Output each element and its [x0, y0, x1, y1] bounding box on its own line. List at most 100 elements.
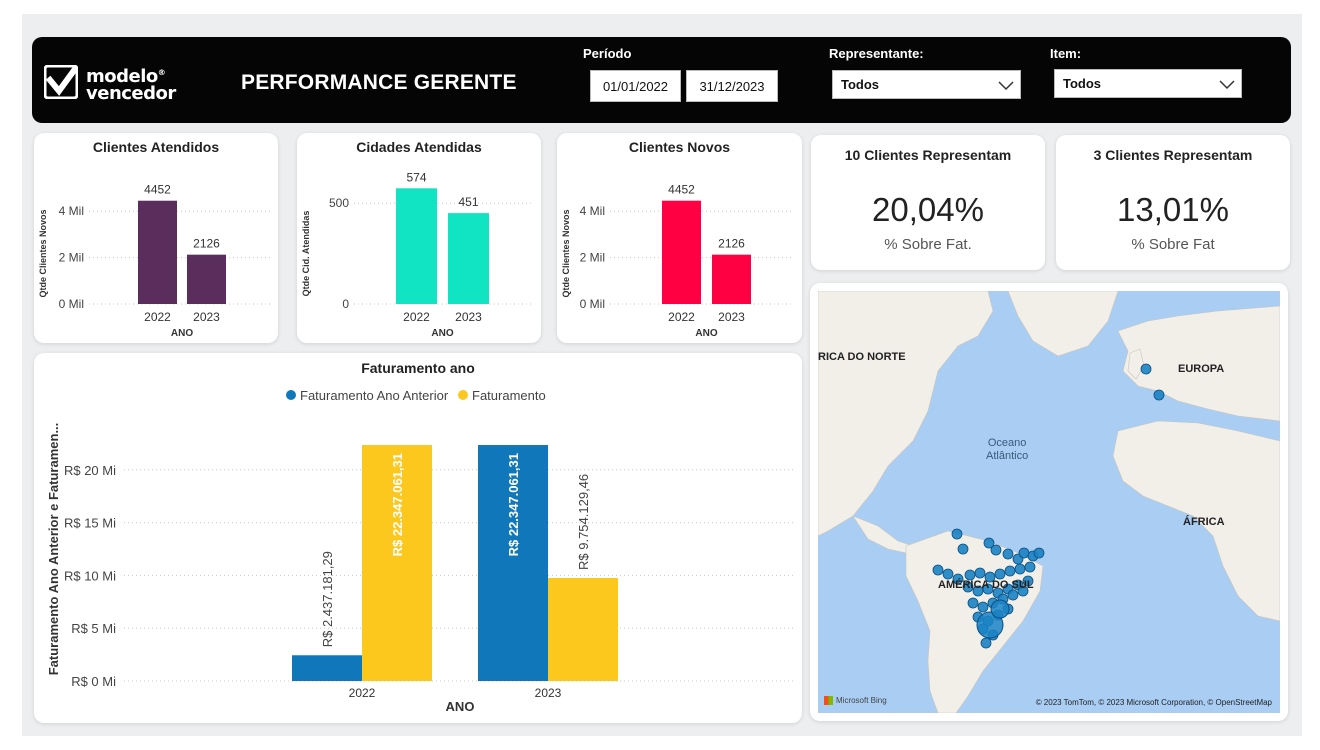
y-axis-label: Qtde Cid. Atendidas	[301, 211, 311, 297]
chart-title: Faturamento ano	[361, 360, 475, 376]
map-bubble	[932, 564, 944, 576]
card-cidades-atendidas: Cidades Atendidas 0 500 574 2022 451 2023 ANO Q…	[297, 133, 541, 343]
y-tick-label: 0	[342, 297, 349, 311]
y-axis-label: Qtde Clientes Novos	[38, 209, 48, 297]
map-bubble	[977, 601, 989, 613]
logo-text: modelo® vencedor	[86, 64, 176, 103]
map-label-south-america: AMÉRICA DO SUL	[938, 579, 1034, 591]
map-bubble	[994, 568, 1006, 580]
map-attribution[interactable]: © 2023 TomTom, © 2023 Microsoft Corporat…	[1035, 698, 1272, 707]
kpi-title: 3 Clientes Representam	[1093, 147, 1253, 163]
date-end-input[interactable]: 31/12/2023	[686, 70, 778, 102]
card-clientes-novos: Clientes Novos 0 Mil 2 Mil 4 Mil 4452 2022 21…	[557, 133, 802, 343]
kpi-subtitle: % Sobre Fat	[1131, 236, 1215, 253]
x-axis-label: ANO	[431, 328, 453, 339]
map-view[interactable]: RICA DO NORTE EUROPA Oceano Atlântico ÁF…	[818, 291, 1280, 713]
map-bubble	[990, 599, 1010, 619]
map-label-ocean: Oceano Atlântico	[986, 437, 1028, 463]
representante-dropdown[interactable]: Todos	[832, 70, 1021, 99]
legend-marker	[458, 390, 468, 400]
chevron-down-icon	[1219, 80, 1235, 90]
ocean-line1: Oceano	[987, 437, 1027, 449]
x-axis-label: ANO	[446, 699, 475, 714]
chart-title: Clientes Novos	[628, 139, 731, 155]
x-tick-label: 2023	[718, 310, 745, 324]
logo: modelo® vencedor	[44, 63, 194, 103]
map-bubble	[980, 637, 992, 649]
logo-registered-mark: ®	[157, 68, 166, 77]
card-map: RICA DO NORTE EUROPA Oceano Atlântico ÁF…	[810, 283, 1288, 721]
legend-label: Faturamento	[472, 388, 546, 403]
y-tick-label: R$ 20 Mi	[64, 463, 116, 478]
x-tick-label: 2023	[535, 686, 562, 700]
y-axis-label: Faturamento Ano Anterior e Faturamen...	[46, 423, 61, 676]
kpi-card-3-clientes: 3 Clientes Representam 13,01% % Sobre Fa…	[1056, 135, 1290, 270]
kpi-value: 20,04%	[872, 191, 984, 228]
data-label: 2126	[718, 237, 745, 251]
microsoft-logo-icon	[824, 696, 833, 705]
map-bubble	[952, 573, 964, 585]
bar	[448, 213, 489, 304]
faturamento-chart: Faturamento Ano Anterior Faturamento R$ 0 …	[46, 388, 794, 714]
map-bubble	[990, 544, 1002, 556]
map-label-europe: EUROPA	[1178, 363, 1225, 375]
x-axis-label: ANO	[695, 328, 717, 339]
representante-label: Representante:	[829, 46, 924, 61]
x-tick-label: 2022	[403, 310, 430, 324]
kpi-title: 10 Clientes Representam	[844, 147, 1012, 163]
y-tick-label: 4 Mil	[59, 204, 84, 218]
y-tick-label: R$ 5 Mi	[71, 621, 116, 636]
page-title: PERFORMANCE GERENTE	[241, 71, 517, 94]
item-value: Todos	[1063, 76, 1102, 91]
map-bubble	[1017, 585, 1029, 597]
map-bubbles	[932, 363, 1165, 649]
y-tick-label: R$ 10 Mi	[64, 568, 116, 583]
card-clientes-atendidos: Clientes Atendidos 0 Mil 2 Mil 4 Mil 4452 20…	[34, 133, 278, 343]
map-label-north-america: RICA DO NORTE	[818, 351, 906, 363]
chart-title: Cidades Atendidas	[356, 139, 482, 155]
map-bubble	[1014, 563, 1026, 575]
map-land-shapes	[818, 291, 1280, 713]
map-bubble	[957, 543, 969, 555]
bar	[362, 445, 432, 681]
y-tick-label: R$ 15 Mi	[64, 516, 116, 531]
bar	[138, 200, 177, 304]
map-label-africa: ÁFRICA	[1183, 516, 1225, 528]
date-start-input[interactable]: 01/01/2022	[590, 70, 681, 102]
data-label: R$ 22.347.061,31	[390, 453, 405, 556]
map-bubble	[1007, 589, 1019, 601]
map-bubble	[1022, 575, 1034, 587]
bar	[712, 254, 751, 304]
map-bubble	[1024, 561, 1036, 573]
bing-logo: Microsoft Bing	[824, 696, 887, 705]
y-tick-label: 0 Mil	[59, 297, 84, 311]
bar	[478, 445, 548, 681]
y-tick-label: 2 Mil	[580, 251, 605, 265]
data-label: R$ 9.754.129,46	[576, 474, 591, 570]
legend-marker	[286, 390, 296, 400]
y-tick-label: 0 Mil	[580, 297, 605, 311]
kpi-card-10-clientes: 10 Clientes Representam 20,04% % Sobre F…	[811, 135, 1045, 270]
data-label: 4452	[668, 183, 695, 197]
x-tick-label: 2022	[668, 310, 695, 324]
map-bubble	[951, 528, 963, 540]
representante-value: Todos	[841, 77, 880, 92]
bar	[187, 254, 226, 304]
map-bubble	[942, 568, 954, 580]
bar	[292, 655, 362, 681]
logo-check-icon	[44, 65, 78, 99]
map-bubble	[1153, 389, 1165, 401]
data-label: 574	[406, 170, 426, 184]
data-label: R$ 2.437.181,29	[320, 551, 335, 647]
map-bubble	[1018, 547, 1030, 559]
y-tick-label: 500	[329, 196, 349, 210]
map-bubble	[974, 567, 986, 579]
chart-title: Clientes Atendidos	[92, 139, 220, 155]
x-tick-label: 2023	[455, 310, 482, 324]
item-dropdown[interactable]: Todos	[1054, 69, 1242, 98]
kpi-value: 13,01%	[1117, 191, 1229, 228]
map-bubble	[1033, 547, 1045, 559]
